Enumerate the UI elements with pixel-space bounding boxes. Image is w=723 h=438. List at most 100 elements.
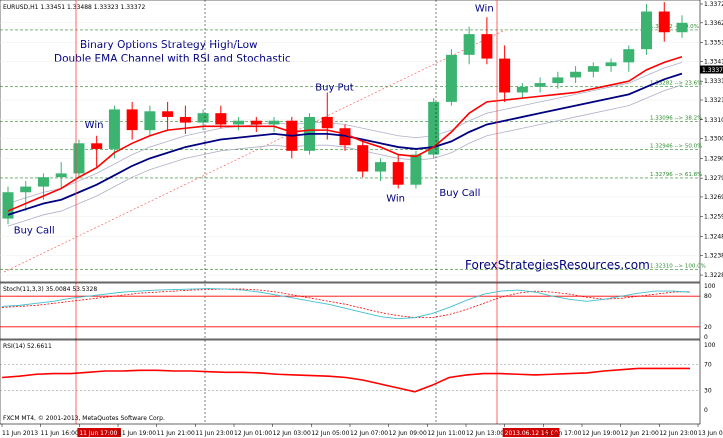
current-price-label: 1.33372	[702, 67, 723, 74]
annotation-label: Win	[475, 4, 494, 15]
time-tick-label: 12 Jun 17:00	[543, 430, 581, 437]
stoch-tick-label: 0	[704, 334, 708, 341]
trade-annotations: Buy Call Win Buy Put Win Buy Call Win	[14, 4, 494, 237]
stoch-tick-label: 100	[704, 283, 716, 290]
bull-candle	[268, 120, 280, 125]
time-tick-label: 12 Jun 07:00	[350, 430, 388, 437]
bull-candle	[108, 109, 120, 149]
price-tick-label: 1.32485	[704, 233, 723, 240]
price-tick-label: 1.32385	[704, 252, 723, 259]
time-tick-label: 12 Jun 01:00	[234, 430, 272, 437]
stoch-tick-label: 80	[704, 293, 712, 300]
stoch-signal-line	[1, 288, 691, 319]
bull-candle	[534, 83, 546, 87]
highlighted-time-label: 11 Jun 17:00	[79, 430, 117, 437]
bull-candle	[20, 186, 32, 193]
bull-candle	[641, 11, 653, 50]
fib-label: 1.32310 --> 100.0%	[650, 263, 706, 269]
price-tick-label: 1.32280	[704, 272, 723, 279]
price-tick-label: 1.33005	[704, 136, 723, 143]
bear-candle	[357, 145, 369, 172]
stoch-tick-label: 20	[704, 324, 712, 331]
annotation-label: Buy Call	[14, 226, 55, 237]
bull-candle	[55, 173, 67, 178]
trend-line	[3, 29, 506, 273]
bear-candle	[250, 120, 262, 125]
annotation-label: Win	[386, 194, 405, 205]
bull-candle	[428, 101, 440, 155]
stoch-main-line	[1, 288, 691, 320]
time-tick-label: 11 Jun 23:00	[195, 430, 233, 437]
time-tick-label: 11 Jun 16:00	[41, 430, 79, 437]
rsi-tick-label: 70	[704, 362, 712, 369]
bear-candle	[215, 113, 227, 125]
annotation-label: Win	[85, 120, 104, 131]
time-tick-label: 12 Jun 09:00	[389, 430, 427, 437]
bull-candle	[445, 54, 457, 102]
rsi-tick-label: 30	[704, 388, 712, 395]
bull-candle	[623, 49, 635, 63]
bull-candle	[197, 113, 209, 123]
bear-candle	[392, 162, 404, 185]
price-axis: 1.33720 1.33620 1.33515 1.33415 1.33310 1.332…	[700, 1, 723, 279]
stochastic-label: Stoch(11,3,3) 35.0084 53.5328	[3, 286, 97, 293]
symbol-info: EURUSD,H1 1.33451 1.33488 1.33323 1.3337…	[3, 4, 145, 11]
bull-candle	[463, 34, 475, 55]
price-tick-label: 1.32795	[704, 175, 723, 182]
time-tick-label: 12 Jun 11:00	[427, 430, 465, 437]
fib-label: 1.33096 --> 38.2%	[650, 115, 702, 121]
time-axis: 11 Jun 2013 11 Jun 16:00 11 Jun 17:00 11 Ju…	[1, 424, 723, 437]
price-tick-label: 1.32900	[704, 155, 723, 162]
price-tick-label: 1.32695	[704, 194, 723, 201]
time-tick-label: 12 Jun 03:00	[273, 430, 311, 437]
copyright-text: FXCM MT4, © 2001-2013, MetaQuotes Softwa…	[3, 415, 165, 422]
bull-candle	[2, 192, 14, 219]
price-tick-label: 1.33515	[704, 40, 723, 47]
bull-candle	[410, 154, 422, 185]
bull-candle	[587, 66, 599, 72]
price-tick-label: 1.33415	[704, 58, 723, 65]
bull-candle	[605, 62, 617, 67]
ema-lines	[7, 55, 683, 216]
chart-title-line2: Double EMA Channel with RSI and Stochast…	[54, 53, 291, 65]
bear-candle	[339, 128, 351, 146]
bear-candle	[658, 11, 670, 33]
fib-label: 1.32946 --> 50.0%	[650, 144, 702, 150]
bull-candle	[374, 162, 386, 172]
highlighted-time-box	[502, 428, 560, 437]
price-tick-label: 1.33720	[704, 1, 723, 8]
fib-label: 1.33282 --> 23.6%	[650, 80, 702, 86]
time-tick-label: 11 Jun 2013	[2, 430, 38, 437]
time-tick-label: 11 Jun 19:00	[118, 430, 156, 437]
watermark: ForexStrategiesResources.com	[465, 258, 650, 272]
bear-candle	[179, 116, 191, 123]
time-tick-label: 12 Jun 23:00	[659, 430, 697, 437]
bull-candle	[144, 111, 156, 131]
bear-candle	[162, 111, 174, 117]
ema-slow-line	[7, 72, 683, 216]
bear-candle	[91, 143, 103, 149]
annotation-label: Buy Call	[439, 188, 480, 199]
bull-candle	[516, 86, 528, 93]
price-tick-label: 1.33210	[704, 97, 723, 104]
price-tick-label: 1.33620	[704, 20, 723, 27]
chart-title-line1: Binary Options Strategy High/Low	[80, 39, 258, 51]
bear-candle	[499, 58, 511, 93]
time-tick-label: 13 Jun 01:00	[698, 430, 723, 437]
price-tick-label: 1.32590	[704, 214, 723, 221]
price-tick-label: 1.33310	[704, 78, 723, 85]
bear-candle	[481, 34, 493, 59]
highlighted-time-label: 2013.06.12 16:00	[505, 430, 559, 437]
stochastic-lines: 100 80 20 0	[0, 283, 716, 341]
bull-candle	[37, 177, 49, 187]
price-tick-label: 1.33105	[704, 117, 723, 124]
time-tick-label: 11 Jun 21:00	[157, 430, 195, 437]
highlighted-time-box	[77, 428, 121, 437]
rsi-tick-label: 100	[704, 342, 716, 349]
bull-candle	[552, 77, 564, 84]
fib-label: 1.33582 --> 0.0%	[650, 24, 699, 30]
bull-candle	[73, 143, 85, 174]
bull-candle	[233, 120, 245, 125]
fib-label: 1.32796 --> 61.8%	[650, 172, 702, 178]
